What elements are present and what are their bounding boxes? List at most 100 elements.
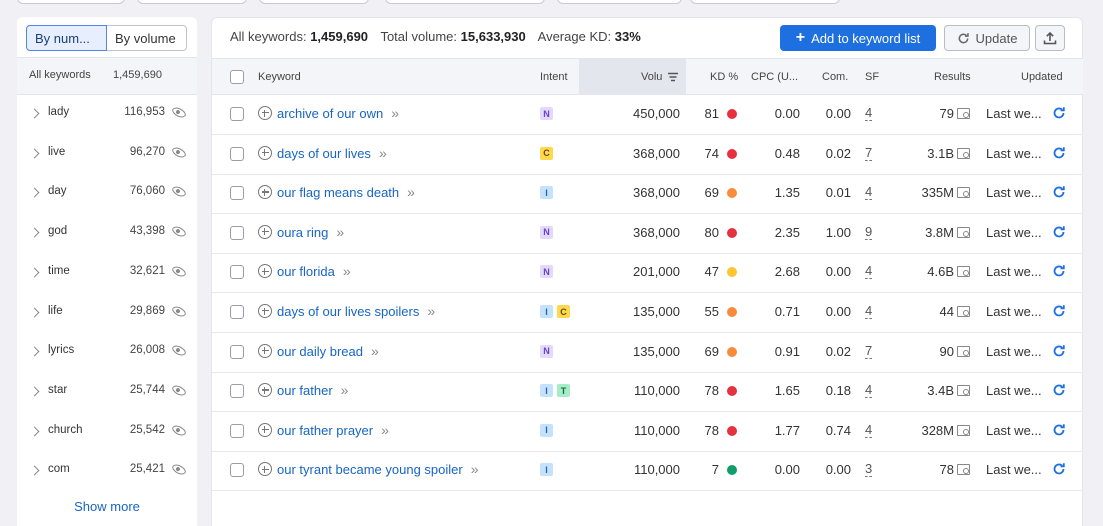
serp-features-count[interactable]: 4: [865, 421, 873, 438]
chevron-right-icon[interactable]: [29, 187, 40, 198]
col-com[interactable]: Com.: [822, 71, 849, 83]
col-keyword[interactable]: Keyword: [258, 71, 301, 83]
refresh-icon[interactable]: [1052, 264, 1066, 278]
keyword-group-row[interactable]: live 96,270: [17, 137, 197, 176]
refresh-icon[interactable]: [1052, 304, 1066, 318]
row-checkbox[interactable]: [230, 186, 244, 201]
row-checkbox[interactable]: [230, 344, 244, 359]
refresh-icon[interactable]: [1052, 106, 1066, 120]
keyword-link[interactable]: our flag means death»: [277, 184, 415, 201]
refresh-icon[interactable]: [1052, 225, 1066, 239]
serp-features-count[interactable]: 4: [865, 184, 873, 201]
eye-icon[interactable]: [170, 421, 188, 439]
refresh-icon[interactable]: [1052, 344, 1066, 358]
export-button[interactable]: [1035, 25, 1065, 51]
serp-preview-icon[interactable]: [957, 226, 970, 238]
row-checkbox[interactable]: [230, 463, 244, 478]
table-row[interactable]: our tyrant became young spoiler» I 110,000…: [212, 451, 1083, 492]
filter-pill[interactable]: [137, 0, 247, 4]
double-chevron-icon[interactable]: »: [391, 105, 400, 121]
serp-features-count[interactable]: 4: [865, 303, 873, 319]
keyword-link[interactable]: days of our lives spoilers»: [277, 303, 436, 319]
serp-features-count[interactable]: 3: [865, 461, 873, 478]
eye-icon[interactable]: [170, 183, 188, 201]
serp-preview-icon[interactable]: [957, 108, 970, 119]
update-button[interactable]: Update: [944, 25, 1030, 51]
keyword-link[interactable]: our father prayer»: [277, 421, 389, 438]
chevron-right-icon[interactable]: [29, 108, 40, 119]
refresh-icon[interactable]: [1052, 146, 1066, 160]
chevron-right-icon[interactable]: [29, 346, 40, 357]
row-checkbox[interactable]: [230, 423, 244, 438]
filter-pill[interactable]: [259, 0, 369, 4]
refresh-icon[interactable]: [1052, 185, 1066, 199]
table-row[interactable]: days of our lives» C 368,000 74 0.48 0.02 7 3.1…: [212, 135, 1083, 175]
col-updated[interactable]: Updated: [1021, 71, 1063, 83]
chevron-right-icon[interactable]: [29, 148, 40, 159]
table-row[interactable]: archive of our own» N 450,000 81 0.00 0.00 4 79…: [212, 95, 1083, 135]
chevron-right-icon[interactable]: [29, 227, 40, 238]
add-keyword-icon[interactable]: [258, 145, 272, 160]
serp-preview-icon[interactable]: [957, 187, 970, 199]
table-row[interactable]: our father» I T 110,000 78 1.65 0.18 4 3.4B Last …: [212, 372, 1083, 413]
filter-pill[interactable]: [690, 0, 840, 4]
table-row[interactable]: oura ring» N 368,000 80 2.35 1.00 9 3.8M Last we…: [212, 214, 1083, 254]
serp-features-count[interactable]: 7: [865, 342, 873, 359]
double-chevron-icon[interactable]: »: [427, 303, 436, 319]
row-checkbox[interactable]: [230, 146, 244, 161]
eye-icon[interactable]: [170, 382, 188, 399]
by-number-button[interactable]: By num...: [26, 25, 107, 51]
table-row[interactable]: our florida» N 201,000 47 2.68 0.00 4 4.6B Last …: [212, 253, 1083, 294]
double-chevron-icon[interactable]: »: [381, 421, 389, 438]
add-keyword-icon[interactable]: [258, 422, 272, 437]
add-keyword-icon[interactable]: [258, 462, 272, 477]
refresh-icon[interactable]: [1052, 383, 1066, 397]
keyword-link[interactable]: archive of our own»: [277, 105, 400, 121]
serp-preview-icon[interactable]: [957, 147, 970, 159]
serp-preview-icon[interactable]: [957, 464, 970, 476]
refresh-icon[interactable]: [1052, 423, 1066, 437]
col-volume[interactable]: Volu: [641, 71, 663, 83]
col-sf[interactable]: SF: [865, 71, 880, 83]
col-results[interactable]: Results: [934, 71, 971, 83]
keyword-group-row[interactable]: god 43,398: [17, 216, 197, 255]
eye-icon[interactable]: [170, 104, 188, 121]
keyword-group-row[interactable]: lady 116,953: [17, 97, 197, 136]
table-row[interactable]: days of our lives spoilers» I C 135,000 55 0.…: [212, 293, 1083, 333]
row-checkbox[interactable]: [230, 265, 244, 280]
by-volume-button[interactable]: By volume: [107, 25, 187, 51]
chevron-right-icon[interactable]: [29, 307, 40, 317]
serp-preview-icon[interactable]: [957, 306, 970, 317]
keyword-group-row[interactable]: day 76,060: [17, 176, 197, 215]
col-kd[interactable]: KD %: [710, 71, 739, 83]
eye-icon[interactable]: [170, 461, 188, 478]
serp-preview-icon[interactable]: [957, 266, 970, 278]
keyword-link[interactable]: our daily bread»: [277, 342, 379, 359]
double-chevron-icon[interactable]: »: [340, 382, 349, 399]
row-checkbox[interactable]: [230, 225, 244, 240]
add-keyword-icon[interactable]: [258, 185, 272, 200]
serp-features-count[interactable]: 4: [865, 105, 873, 121]
add-keyword-icon[interactable]: [258, 264, 272, 279]
keyword-group-row[interactable]: lyrics 26,008: [17, 335, 197, 374]
serp-features-count[interactable]: 9: [865, 223, 873, 240]
select-all-checkbox[interactable]: [230, 70, 244, 84]
serp-features-count[interactable]: 7: [865, 144, 873, 161]
col-intent[interactable]: Intent: [540, 71, 568, 83]
keyword-group-row[interactable]: time 32,621: [17, 256, 197, 295]
col-cpc[interactable]: CPC (U...: [751, 71, 799, 83]
chevron-right-icon[interactable]: [29, 267, 40, 278]
filter-pill[interactable]: [17, 0, 125, 4]
chevron-right-icon[interactable]: [29, 465, 40, 476]
sort-desc-icon[interactable]: [667, 72, 679, 82]
row-checkbox[interactable]: [230, 384, 244, 399]
double-chevron-icon[interactable]: »: [336, 223, 345, 240]
add-keyword-icon[interactable]: [258, 224, 272, 239]
add-keyword-icon[interactable]: [258, 304, 272, 318]
double-chevron-icon[interactable]: »: [371, 342, 379, 359]
filter-pill[interactable]: [385, 0, 545, 4]
chevron-right-icon[interactable]: [29, 426, 40, 437]
eye-icon[interactable]: [170, 144, 188, 161]
keyword-group-row[interactable]: life 29,869: [17, 296, 197, 335]
eye-icon[interactable]: [170, 223, 188, 240]
